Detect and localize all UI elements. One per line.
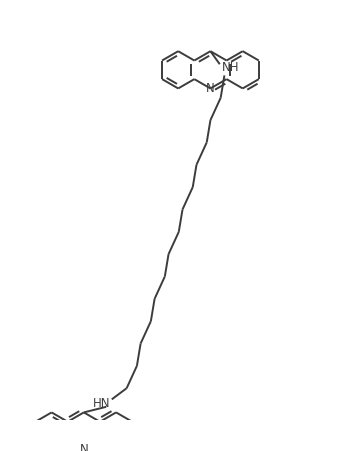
Text: HN: HN [93, 396, 110, 410]
Text: N: N [80, 443, 88, 451]
Text: N: N [206, 82, 215, 95]
Text: NH: NH [222, 61, 239, 74]
